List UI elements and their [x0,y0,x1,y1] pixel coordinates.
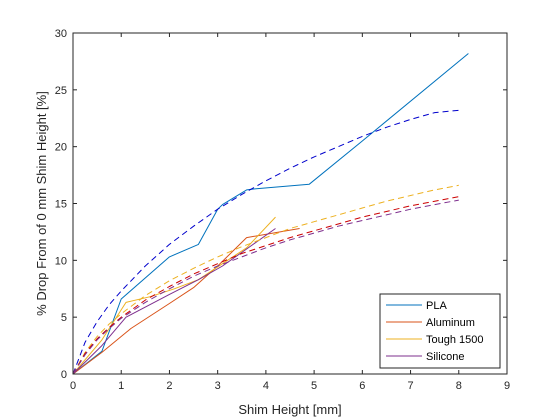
series-line-pla [72,53,469,375]
series-line-tough-1500 [72,216,276,375]
y-tick-label: 20 [55,142,67,154]
y-tick-label: 0 [61,369,67,381]
x-axis-label: Shim Height [mm] [238,402,341,417]
y-tick-label: 30 [55,28,67,40]
y-tick-label: 5 [61,312,67,324]
x-tick-label: 5 [311,380,317,392]
series-line-silicone [72,228,276,375]
x-tick-label: 0 [70,380,76,392]
x-tick-label: 8 [456,380,462,392]
fit-curve-6 [72,196,459,375]
y-tick-label: 15 [55,199,67,211]
legend-item: PLA [386,300,447,312]
x-tick-label: 7 [407,380,413,392]
fit-curve-4 [72,109,459,375]
x-tick-label: 2 [166,380,172,392]
legend-label: Silicone [426,351,465,363]
y-axis-ticks: 0 5 10 15 20 25 30 [55,28,507,381]
legend: PLA Aluminum Tough 1500 Silicone [379,293,501,369]
x-axis-ticks: 0 1 2 3 4 5 6 7 8 9 [70,33,510,392]
series-layer [72,53,469,375]
fit-curve-7 [72,199,459,375]
y-tick-label: 10 [55,255,67,267]
legend-item: Aluminum [386,317,475,329]
x-tick-label: 9 [504,380,510,392]
x-tick-label: 6 [359,380,365,392]
legend-item: Tough 1500 [386,334,484,346]
x-tick-label: 3 [215,380,221,392]
series-line-aluminum [72,228,300,375]
legend-item: Silicone [386,351,465,363]
legend-label: Tough 1500 [426,334,484,346]
legend-label: PLA [426,300,447,312]
y-axis-label: % Drop From of 0 mm Shim Height [%] [34,91,49,316]
legend-label: Aluminum [426,317,475,329]
x-tick-label: 4 [263,380,269,392]
x-tick-label: 1 [118,380,124,392]
y-tick-label: 25 [55,85,67,97]
fit-curve-5 [72,184,459,375]
